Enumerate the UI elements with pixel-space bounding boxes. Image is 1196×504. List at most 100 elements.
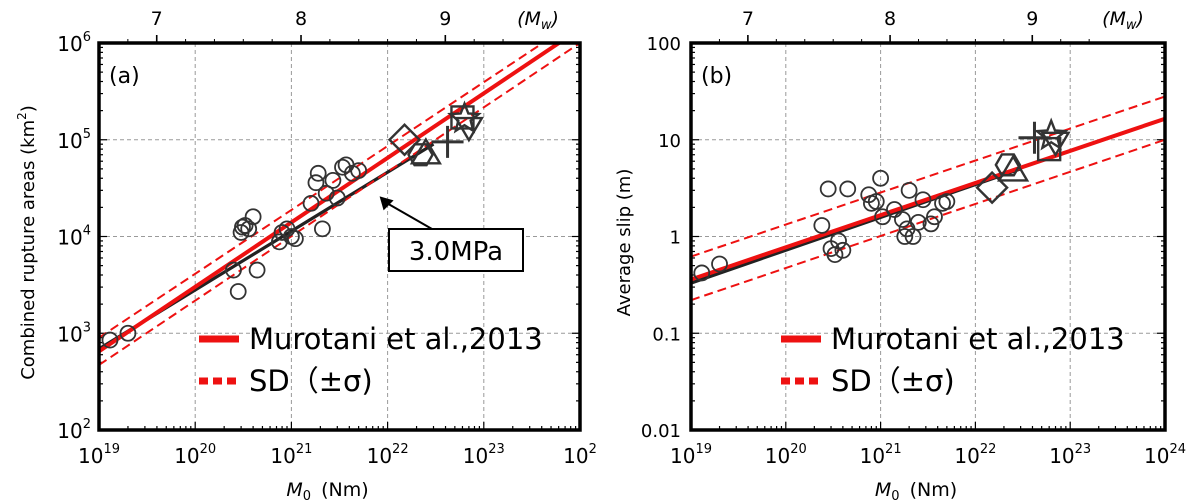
x-tick-label: 1023 xyxy=(1049,442,1091,468)
y-tick-label: 102 xyxy=(57,417,91,443)
x-tick-label: 1022 xyxy=(367,442,409,468)
data-point-star xyxy=(447,100,482,134)
x-tick-label: 1022 xyxy=(954,442,996,468)
top-axis-label-sub: w xyxy=(541,18,552,33)
data-point-circle xyxy=(101,331,119,349)
arrow-head xyxy=(379,196,394,211)
x-tick-label: 1020 xyxy=(174,442,216,468)
top-axis-label-main: (M xyxy=(1102,8,1126,30)
data-point-circle xyxy=(119,324,137,342)
data-point-circle xyxy=(909,213,927,231)
data-point-hexagon xyxy=(407,143,434,167)
data-point-triangle xyxy=(409,137,442,165)
x-tick-label-base: 10 xyxy=(463,444,488,468)
y-tick-label-exponent: 5 xyxy=(83,127,91,142)
data-point-circle xyxy=(896,228,914,245)
data-point-circle xyxy=(914,191,932,209)
data-point-circle xyxy=(229,283,247,300)
panel-label: (b) xyxy=(701,64,732,89)
x-tick-label: 1024 xyxy=(1144,442,1186,468)
y-tick-label-exponent: 6 xyxy=(83,30,91,45)
data-point-circle xyxy=(313,220,331,238)
top-tick-label: 9 xyxy=(1026,8,1038,30)
x-tick-label-exponent: 19 xyxy=(103,442,120,457)
x-tick-label-exponent: 2 xyxy=(589,442,597,457)
top-axis-label-close: ) xyxy=(550,8,559,30)
legend-label: SD（±σ) xyxy=(249,364,373,398)
y-tick-label-exponent: 2 xyxy=(83,417,91,432)
y-tick-label: 0.01 xyxy=(641,421,681,442)
x-tick-label-base: 10 xyxy=(670,444,695,468)
x-tick-label: 1021 xyxy=(860,442,902,468)
top-axis-label-main: (M xyxy=(517,8,541,30)
data-point-circle xyxy=(874,208,892,226)
x-axis-title-sub: 0 xyxy=(303,489,311,504)
x-tick-label-base: 10 xyxy=(78,444,103,468)
data-point-circle xyxy=(286,230,304,248)
x-axis-title-unit: (Nm) xyxy=(321,479,369,501)
data-point-diamond xyxy=(975,170,1009,205)
data-point-circle xyxy=(894,211,911,228)
data-point-hexagon xyxy=(994,153,1022,177)
x-axis-title-sub: 0 xyxy=(891,489,899,504)
x-tick-label-base: 10 xyxy=(860,444,885,468)
x-tick-label: 1021 xyxy=(270,442,312,468)
data-point-circle xyxy=(273,224,291,241)
data-point-circle xyxy=(317,184,335,202)
data-point-circle xyxy=(334,158,351,176)
data-point-circle xyxy=(324,172,342,189)
data-point-circle xyxy=(926,208,943,226)
x-tick-label: 1019 xyxy=(670,442,712,468)
top-axis-label-close: ) xyxy=(1135,8,1144,30)
data-point-circle xyxy=(900,181,918,199)
legend-label: Murotani et al.,2013 xyxy=(249,322,543,356)
plot-frame xyxy=(689,41,1167,432)
x-tick-label-base: 10 xyxy=(367,444,392,468)
data-point-circle xyxy=(302,194,320,212)
legend-label: Murotani et al.,2013 xyxy=(831,322,1125,356)
y-tick-label-base: 10 xyxy=(57,129,82,153)
top-axis-label: (Mw) xyxy=(517,8,559,33)
y-tick-label-base: 10 xyxy=(57,32,82,56)
data-point-circle xyxy=(328,189,346,207)
y-axis-title: Combined rupture areas (km2) xyxy=(15,105,39,380)
data-point-circle xyxy=(839,180,857,198)
data-point-circle xyxy=(248,261,266,279)
x-tick-label-base: 10 xyxy=(1144,444,1169,468)
data-point-circle xyxy=(240,220,258,238)
series-line-sd-lower xyxy=(99,43,580,366)
x-tick-label-base: 10 xyxy=(174,444,199,468)
y-axis-title-main: Combined rupture areas (km xyxy=(18,120,39,380)
x-tick-label: 1019 xyxy=(78,442,120,468)
top-tick-label: 7 xyxy=(151,8,163,30)
data-point-circle xyxy=(813,217,831,234)
x-tick-label-exponent: 23 xyxy=(1075,442,1092,457)
data-point-circle xyxy=(938,193,956,210)
x-axis-title-var: M xyxy=(875,479,891,501)
x-tick-label-exponent: 20 xyxy=(790,442,807,457)
x-axis-title: M0 (Nm) xyxy=(286,479,368,504)
x-tick-label-exponent: 23 xyxy=(488,442,505,457)
x-tick-label: 102 xyxy=(563,442,597,468)
data-point-circle xyxy=(867,193,885,210)
y-axis-title-main: Average slip (m) xyxy=(614,169,635,317)
y-tick-label: 105 xyxy=(57,127,91,153)
x-tick-label-exponent: 21 xyxy=(296,442,313,457)
top-axis-label-sub: w xyxy=(1126,18,1137,33)
annotation-arrow xyxy=(379,196,433,230)
legend-label: SD（±σ) xyxy=(831,364,955,398)
x-tick-label-base: 10 xyxy=(563,444,588,468)
y-tick-label-base: 10 xyxy=(57,226,82,250)
y-tick-label: 104 xyxy=(57,224,91,250)
y-axis-title-close: ) xyxy=(18,105,39,112)
y-tick-label: 0.1 xyxy=(652,324,681,345)
data-point-triangle-down xyxy=(453,116,484,143)
data-point-circle xyxy=(309,164,327,182)
data-point-circle xyxy=(350,162,368,179)
series-line-sd-upper xyxy=(691,95,1165,258)
data-point-circle xyxy=(234,218,251,236)
y-tick-label: 100 xyxy=(647,34,681,55)
